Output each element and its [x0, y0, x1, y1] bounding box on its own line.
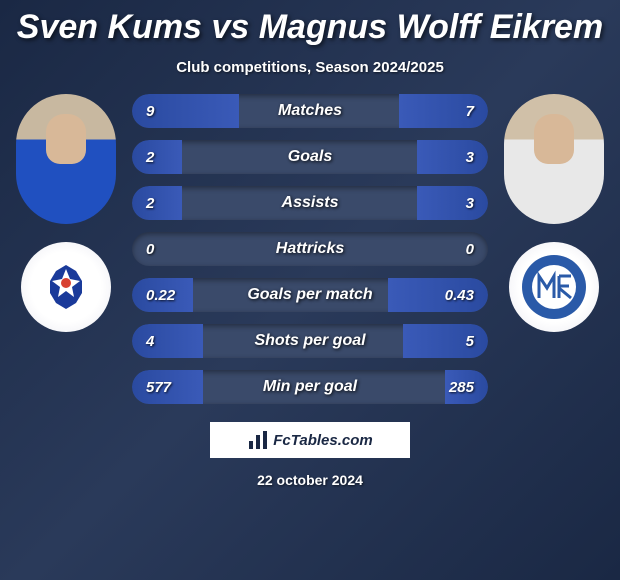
- player1-club-badge: [21, 242, 111, 332]
- stat-value-right: 3: [466, 149, 474, 166]
- right-side: [494, 94, 614, 404]
- stat-label: Min per goal: [263, 378, 357, 396]
- player2-photo: [504, 94, 604, 224]
- brand-logo[interactable]: FcTables.com: [210, 422, 410, 458]
- stat-value-left: 0: [146, 241, 154, 258]
- stat-row: 0.22 0.43 Goals per match: [132, 278, 488, 312]
- footer-date: 22 october 2024: [0, 472, 620, 488]
- stat-row: 4 5 Shots per goal: [132, 324, 488, 358]
- stat-value-right: 0.43: [445, 287, 474, 304]
- stat-row: 2 3 Goals: [132, 140, 488, 174]
- stat-value-right: 0: [466, 241, 474, 258]
- player1-face: [46, 114, 86, 164]
- stat-label: Hattricks: [276, 240, 344, 258]
- left-side: [6, 94, 126, 404]
- stat-value-right: 7: [466, 103, 474, 120]
- bar-left: [132, 186, 182, 220]
- stat-value-right: 285: [449, 379, 474, 396]
- stat-value-left: 2: [146, 149, 154, 166]
- stat-value-left: 4: [146, 333, 154, 350]
- mfk-badge-icon: [519, 252, 589, 322]
- comparison-title: Sven Kums vs Magnus Wolff Eikrem: [0, 0, 620, 47]
- bar-right: [417, 140, 488, 174]
- player2-face: [534, 114, 574, 164]
- stat-label: Assists: [282, 194, 339, 212]
- stat-label: Goals per match: [247, 286, 372, 304]
- player2-name: Magnus Wolff Eikrem: [259, 8, 603, 46]
- stats-container: 9 7 Matches 2 3 Goals 2 3 Assists 0 0 Hattricks 0.22…: [126, 94, 494, 404]
- stat-value-right: 3: [466, 195, 474, 212]
- player1-name: Sven Kums: [17, 8, 202, 46]
- stat-value-left: 9: [146, 103, 154, 120]
- stat-label: Matches: [278, 102, 342, 120]
- bar-right: [403, 324, 488, 358]
- main-layout: 9 7 Matches 2 3 Goals 2 3 Assists 0 0 Hattricks 0.22…: [0, 94, 620, 404]
- vs-text: vs: [211, 8, 249, 46]
- bar-left: [132, 140, 182, 174]
- stat-row: 2 3 Assists: [132, 186, 488, 220]
- bar-right: [399, 94, 488, 128]
- stat-row: 577 285 Min per goal: [132, 370, 488, 404]
- player2-club-badge: [509, 242, 599, 332]
- player1-photo: [16, 94, 116, 224]
- subtitle: Club competitions, Season 2024/2025: [0, 59, 620, 76]
- bar-left: [132, 324, 203, 358]
- brand-text: FcTables.com: [273, 432, 372, 449]
- indian-head-icon: [36, 257, 96, 317]
- stat-value-left: 577: [146, 379, 171, 396]
- stat-label: Shots per goal: [254, 332, 365, 350]
- bar-right: [417, 186, 488, 220]
- stat-value-left: 0.22: [146, 287, 175, 304]
- stat-label: Goals: [288, 148, 332, 166]
- chart-icon: [247, 429, 269, 451]
- stat-row: 0 0 Hattricks: [132, 232, 488, 266]
- stat-row: 9 7 Matches: [132, 94, 488, 128]
- stat-value-left: 2: [146, 195, 154, 212]
- stat-value-right: 5: [466, 333, 474, 350]
